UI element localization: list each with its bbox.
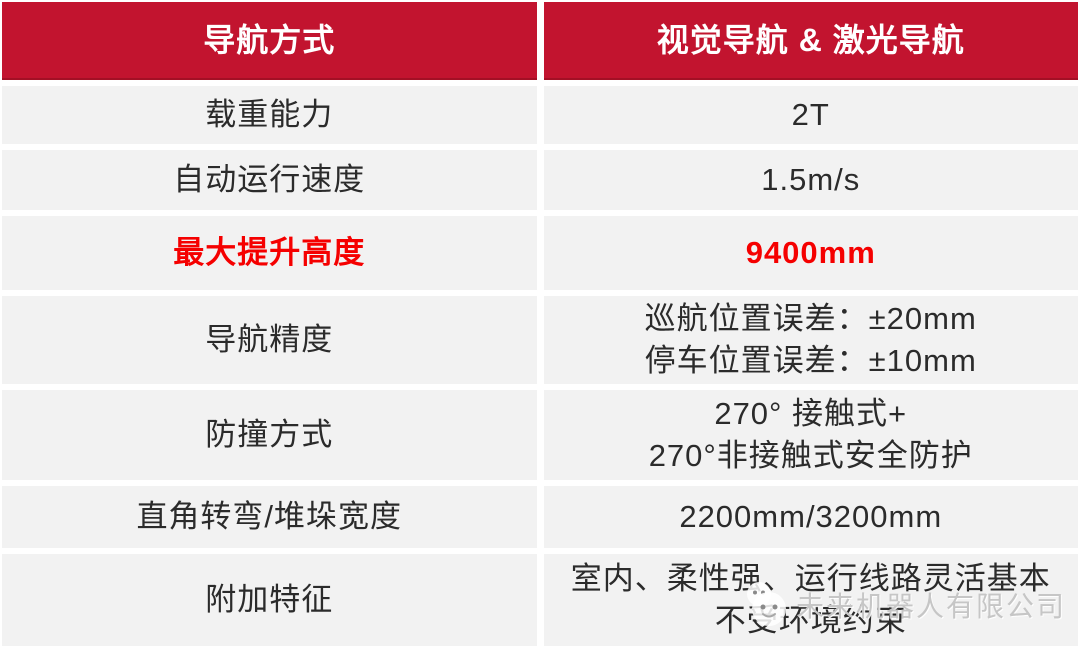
header-cell-label: 导航方式 <box>2 2 537 80</box>
spec-value-cell: 9400mm <box>543 216 1078 290</box>
header-label-text: 导航方式 <box>203 22 336 58</box>
spec-label-text: 导航精度 <box>205 322 334 357</box>
table-row: 直角转弯/堆垛宽度 2200mm/3200mm <box>2 486 1078 548</box>
table-row: 自动运行速度 1.5m/s <box>2 150 1078 210</box>
table-row: 最大提升高度 9400mm <box>2 216 1078 290</box>
header-cell-value: 视觉导航 & 激光导航 <box>543 2 1078 80</box>
spec-label-cell: 直角转弯/堆垛宽度 <box>2 486 537 548</box>
spec-value-text: 9400mm <box>745 235 876 270</box>
spec-label-cell: 自动运行速度 <box>2 150 537 210</box>
spec-value-text: 室内、柔性强、运行线路灵活基本 <box>570 561 1051 596</box>
spec-value-cell: 270° 接触式+ 270°非接触式安全防护 <box>543 390 1078 480</box>
spec-label-cell: 附加特征 <box>2 554 537 646</box>
spec-value-text: 停车位置误差：±10mm <box>644 343 977 378</box>
spec-label-text: 最大提升高度 <box>173 235 366 270</box>
spec-value-cell: 巡航位置误差：±20mm 停车位置误差：±10mm <box>543 296 1078 384</box>
spec-label-text: 载重能力 <box>205 97 334 132</box>
spec-value-text: 2200mm/3200mm <box>679 499 943 534</box>
header-value-text: 视觉导航 & 激光导航 <box>656 22 965 58</box>
table-row: 附加特征 室内、柔性强、运行线路灵活基本 不受环境约束 <box>2 554 1078 646</box>
spec-value-text: 1.5m/s <box>761 162 861 197</box>
spec-label-text: 自动运行速度 <box>173 162 366 197</box>
spec-label-cell: 导航精度 <box>2 296 537 384</box>
table-row: 载重能力 2T <box>2 86 1078 144</box>
spec-value-cell: 1.5m/s <box>543 150 1078 210</box>
table-body: 载重能力 2T 自动运行速度 1.5m/s 最大提升高度 9400mm 导航精度 巡航位置误差… <box>2 86 1078 646</box>
spec-value-text: 不受环境约束 <box>714 603 907 638</box>
spec-label-cell: 载重能力 <box>2 86 537 144</box>
spec-label-text: 防撞方式 <box>205 417 334 452</box>
spec-label-text: 附加特征 <box>205 582 334 617</box>
spec-label-text: 直角转弯/堆垛宽度 <box>136 499 403 534</box>
table-row: 防撞方式 270° 接触式+ 270°非接触式安全防护 <box>2 390 1078 480</box>
table-header-row: 导航方式 视觉导航 & 激光导航 <box>2 2 1078 80</box>
spec-value-text: 270°非接触式安全防护 <box>648 438 973 473</box>
spec-label-cell: 防撞方式 <box>2 390 537 480</box>
spec-value-text: 270° 接触式+ <box>714 396 908 431</box>
spec-label-cell: 最大提升高度 <box>2 216 537 290</box>
spec-value-cell: 室内、柔性强、运行线路灵活基本 不受环境约束 <box>543 554 1078 646</box>
spec-value-cell: 2T <box>543 86 1078 144</box>
table-row: 导航精度 巡航位置误差：±20mm 停车位置误差：±10mm <box>2 296 1078 384</box>
spec-value-text: 巡航位置误差：±20mm <box>644 301 977 336</box>
spec-value-text: 2T <box>791 97 830 132</box>
spec-value-cell: 2200mm/3200mm <box>543 486 1078 548</box>
